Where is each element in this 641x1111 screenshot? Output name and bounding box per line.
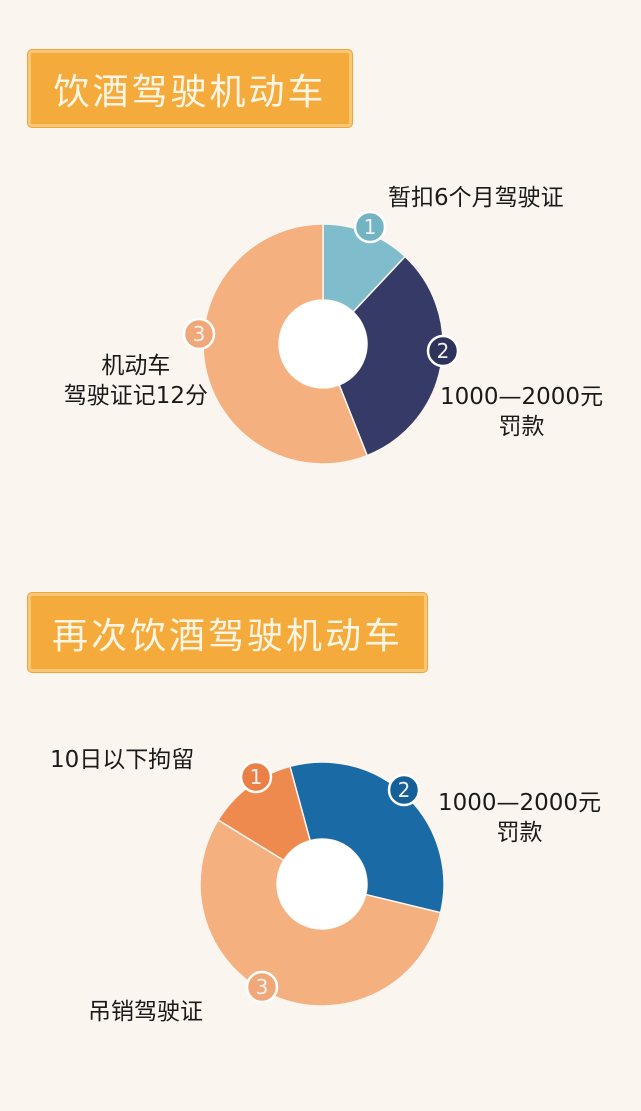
svg-text:2: 2: [398, 778, 411, 802]
chart-2-marker-2: 2: [387, 773, 421, 807]
chart-2-label-2: 1000—2000元 罚款: [438, 788, 601, 848]
chart-2-marker-1: 1: [239, 760, 273, 794]
chart-1-label-3-line-2: 驾驶证记12分: [63, 383, 208, 409]
chart-2-hole: [277, 839, 367, 929]
chart-1-hole: [279, 300, 367, 388]
svg-text:3: 3: [193, 322, 206, 346]
chart-2-title: 再次饮酒驾驶机动车: [28, 593, 427, 672]
chart-1-label-1: 暂扣6个月驾驶证: [388, 185, 564, 211]
chart-2-label-2-line-1: 1000—2000元: [438, 790, 602, 816]
chart-1-marker-3: 3: [182, 317, 216, 351]
chart-1-marker-2: 2: [426, 334, 460, 368]
svg-text:2: 2: [437, 339, 450, 363]
chart-2-label-1: 10日以下拘留: [50, 747, 195, 773]
chart-2-label-2-line-2: 罚款: [496, 820, 543, 846]
chart-2-marker-3: 3: [245, 970, 279, 1004]
svg-text:1: 1: [250, 765, 263, 789]
chart-1-title: 饮酒驾驶机动车: [28, 50, 352, 127]
chart-1-donut: 1 2 3: [182, 210, 460, 465]
chart-1-marker-1: 1: [353, 210, 387, 244]
chart-2-donut: 1 2 3: [199, 760, 445, 1007]
chart-1-label-2-line-1: 1000—2000元: [440, 384, 604, 410]
chart-1-label-3: 机动车驾驶证记12分: [64, 351, 208, 411]
chart-1-label-3-line-1: 机动车: [101, 353, 171, 379]
chart-2-label-3: 吊销驾驶证: [88, 999, 203, 1025]
svg-text:1: 1: [364, 215, 377, 239]
chart-1-label-2-line-2: 罚款: [498, 414, 545, 440]
svg-text:3: 3: [256, 975, 269, 999]
chart-1-label-2: 1000—2000元 罚款: [440, 382, 603, 442]
